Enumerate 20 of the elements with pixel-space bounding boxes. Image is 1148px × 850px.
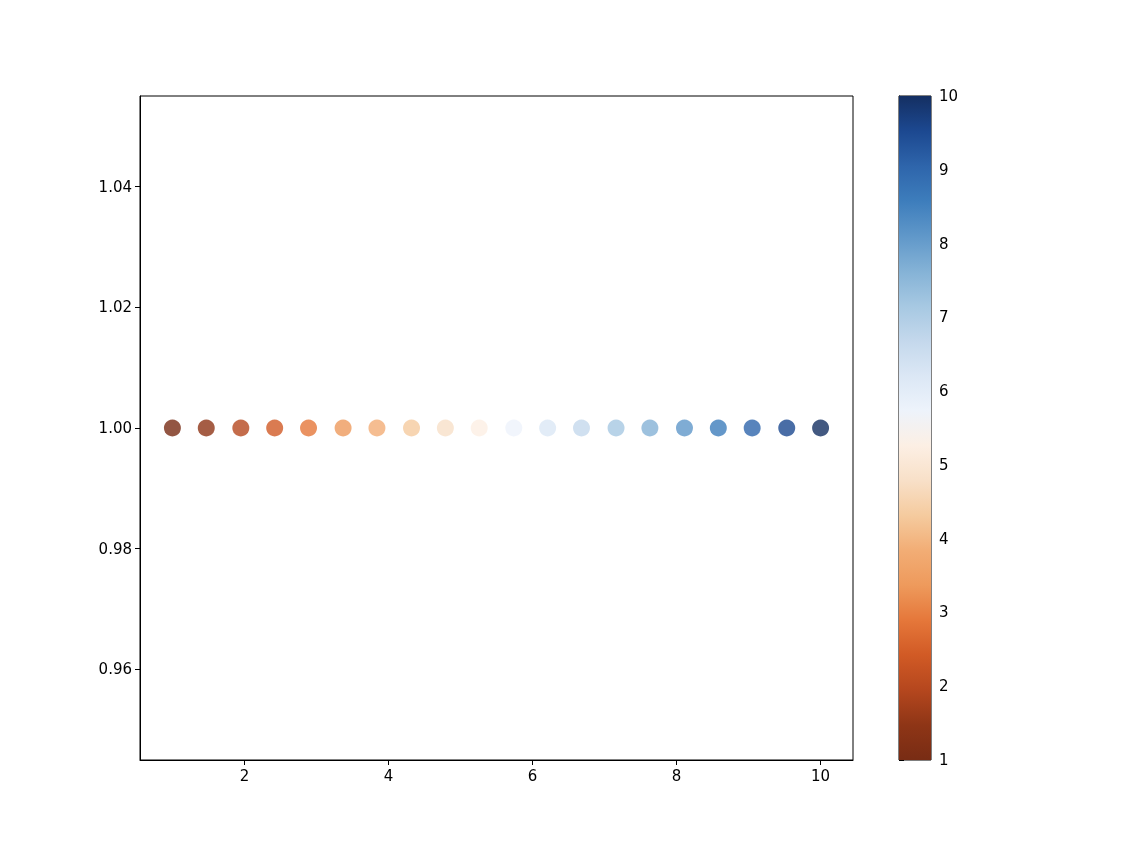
- x-tick-label: 8: [671, 766, 682, 785]
- y-tick-label: 0.98: [98, 539, 132, 558]
- color-bar-label: 4: [939, 529, 949, 548]
- color-bar-label: 8: [939, 234, 949, 253]
- color-bar-label: 1: [939, 751, 949, 769]
- x-tick-label: 10: [811, 766, 831, 785]
- y-tick-label: 1.04: [98, 177, 132, 196]
- color-bar-label: 10: [939, 87, 959, 105]
- y-tick-label: 0.96: [98, 660, 132, 679]
- y-tick-label: 1.02: [98, 298, 132, 317]
- color-bar-label: 6: [939, 382, 949, 401]
- x-tick-label: 6: [527, 766, 538, 785]
- color-bar-label: 3: [939, 603, 949, 622]
- color-bar-label: 5: [939, 455, 949, 474]
- x-tick-label: 4: [383, 766, 394, 785]
- color-bar-label: 9: [939, 160, 949, 179]
- color-bar-label: 7: [939, 308, 949, 327]
- color-bar-label: 2: [939, 677, 949, 696]
- y-tick-label: 1.00: [98, 419, 132, 437]
- x-tick-label: 2: [239, 766, 250, 785]
